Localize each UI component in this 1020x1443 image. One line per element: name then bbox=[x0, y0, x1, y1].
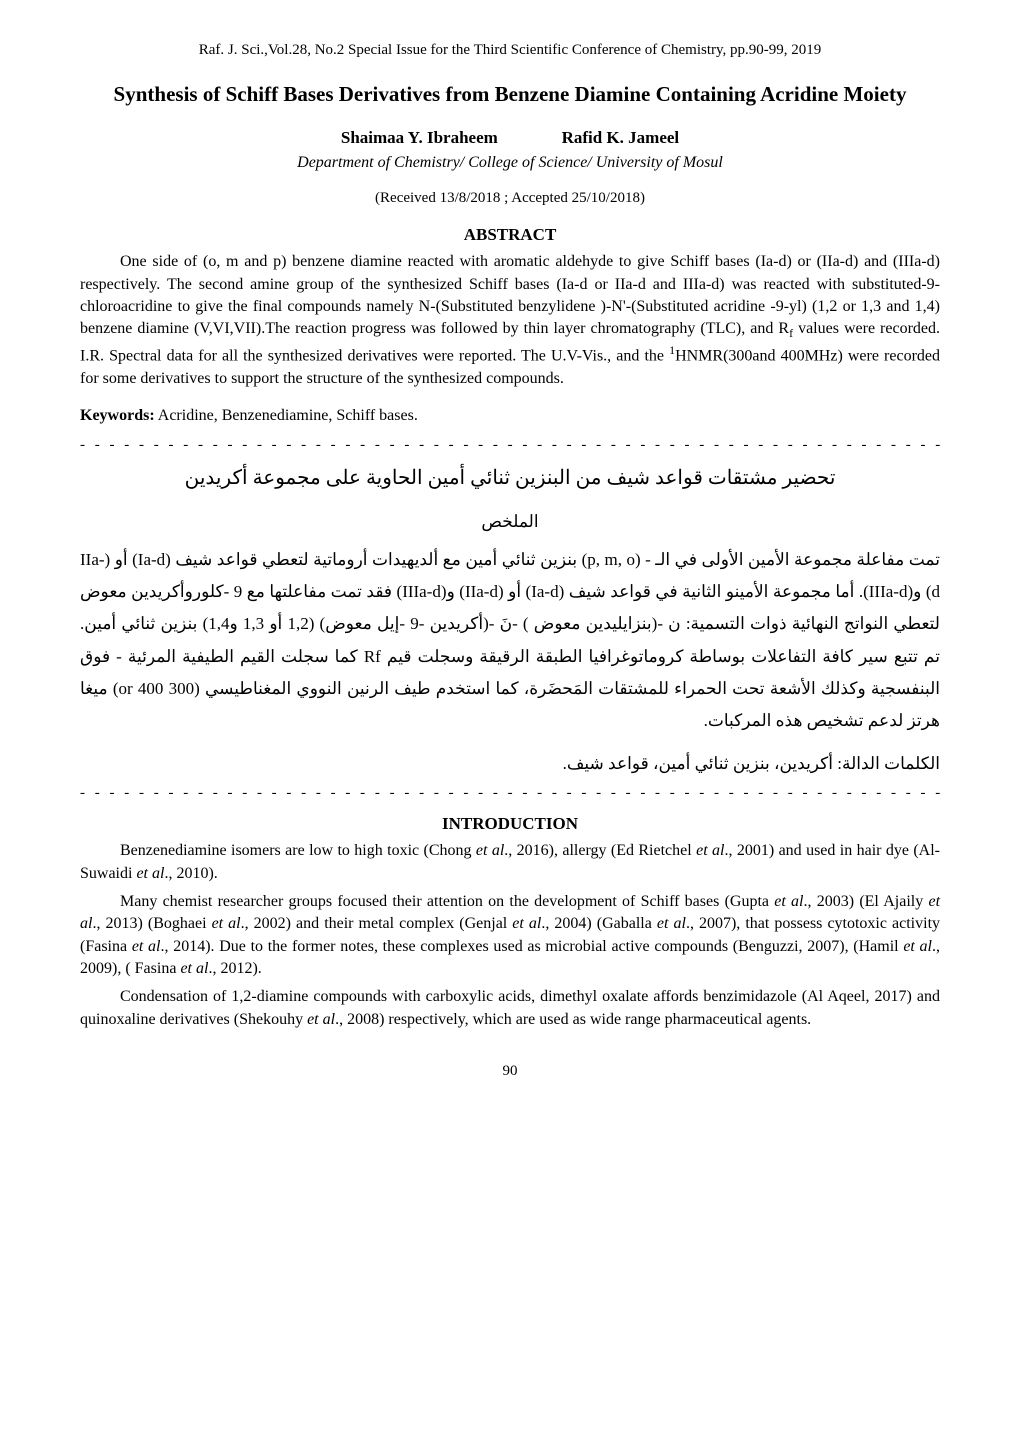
arabic-abstract-heading: الملخص bbox=[80, 510, 940, 534]
keywords-text: Acridine, Benzenediamine, Schiff bases. bbox=[155, 407, 418, 424]
keywords-label: Keywords: bbox=[80, 407, 155, 424]
arabic-abstract-text: تمت مفاعلة مجموعة الأمين الأولى في الـ -… bbox=[80, 544, 940, 738]
intro-paragraph-1: Benzenediamine isomers are low to high t… bbox=[80, 840, 940, 885]
dates-line: (Received 13/8/2018 ; Accepted 25/10/201… bbox=[80, 188, 940, 209]
page-number: 90 bbox=[80, 1061, 940, 1082]
intro-paragraph-2: Many chemist researcher groups focused t… bbox=[80, 891, 940, 981]
separator-dashes-1: - - - - - - - - - - - - - - - - - - - - … bbox=[80, 435, 940, 456]
abstract-text: One side of (o, m and p) benzene diamine… bbox=[80, 251, 940, 390]
arabic-keywords: الكلمات الدالة: أكريدين، بنزين ثنائي أمي… bbox=[80, 752, 940, 776]
abstract-heading: ABSTRACT bbox=[80, 223, 940, 247]
authors-line: Shaimaa Y. Ibraheem Rafid K. Jameel bbox=[80, 126, 940, 150]
separator-dashes-2: - - - - - - - - - - - - - - - - - - - - … bbox=[80, 783, 940, 804]
introduction-heading: INTRODUCTION bbox=[80, 812, 940, 836]
intro-paragraph-3: Condensation of 1,2-diamine compounds wi… bbox=[80, 986, 940, 1031]
paper-title: Synthesis of Schiff Bases Derivatives fr… bbox=[80, 81, 940, 108]
arabic-title: تحضير مشتقات قواعد شيف من البنزين ثنائي … bbox=[80, 464, 940, 492]
author-2: Rafid K. Jameel bbox=[562, 128, 680, 147]
affiliation: Department of Chemistry/ College of Scie… bbox=[80, 152, 940, 174]
author-1: Shaimaa Y. Ibraheem bbox=[341, 128, 498, 147]
journal-header: Raf. J. Sci.,Vol.28, No.2 Special Issue … bbox=[80, 40, 940, 61]
keywords-line: Keywords: Acridine, Benzenediamine, Schi… bbox=[80, 405, 940, 427]
